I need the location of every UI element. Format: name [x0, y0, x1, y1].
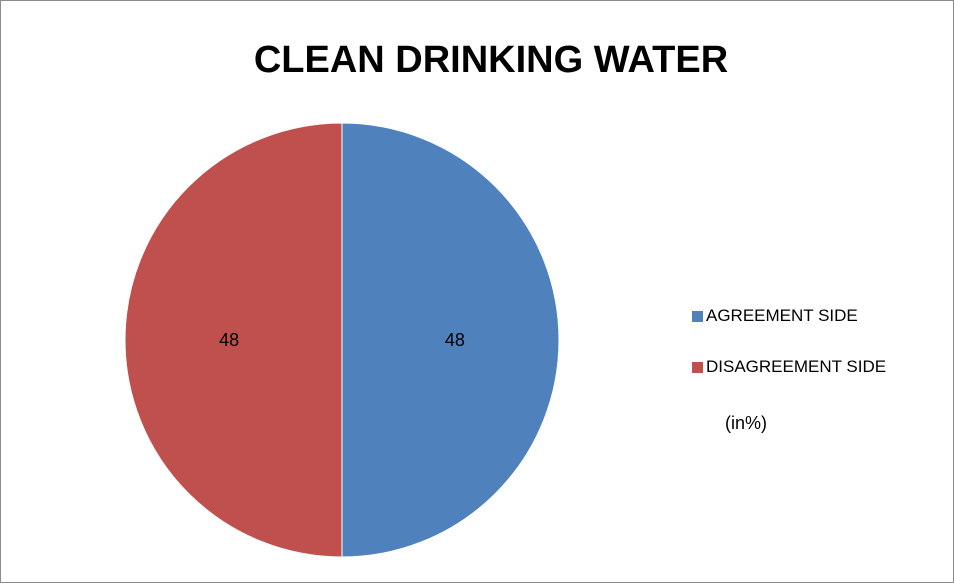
legend-item-agreement: AGREEMENT SIDE [692, 306, 858, 326]
unit-note: (in%) [725, 413, 768, 433]
data-label-agreement: 48 [445, 330, 465, 350]
data-label-disagreement: 48 [219, 330, 239, 350]
legend-item-disagreement: DISAGREEMENT SIDE [692, 357, 886, 377]
legend-swatch-agreement [692, 310, 703, 322]
legend-label-disagreement: DISAGREEMENT SIDE [706, 357, 887, 376]
legend-label-agreement: AGREEMENT SIDE [706, 306, 858, 325]
pie-slice-disagreement [124, 122, 343, 558]
legend-swatch-disagreement [692, 361, 703, 373]
pie-slice-agreement [341, 122, 560, 558]
chart-title: CLEAN DRINKING WATER [253, 39, 729, 81]
